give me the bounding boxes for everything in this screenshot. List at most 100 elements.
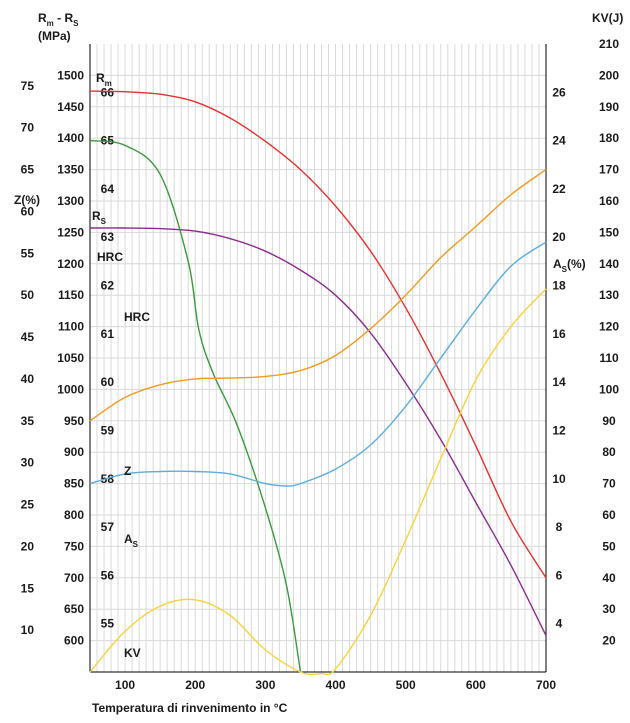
series-line-as — [89, 241, 547, 487]
series-line-kv — [89, 288, 547, 676]
stress-tick-label: 1250 — [57, 225, 84, 239]
hrc-tick-label: 64 — [101, 182, 115, 196]
as-tick-label: 24 — [552, 134, 566, 148]
stress-tick-label: 1000 — [57, 382, 84, 396]
stress-tick-label: 1400 — [57, 131, 84, 145]
kv-tick-label: 160 — [599, 194, 619, 208]
as-tick-label: 20 — [552, 230, 566, 244]
kv-tick-label: 150 — [599, 225, 619, 239]
z-tick-label: 70 — [21, 121, 35, 135]
tick-labels: 100 200 300 400 500 600 7006006507007508008509… — [21, 37, 620, 692]
stress-tick-label: 1050 — [57, 351, 84, 365]
hrc-tick-label: 65 — [101, 134, 115, 148]
axes — [89, 44, 547, 673]
kv-tick-label: 60 — [602, 508, 616, 522]
z-tick-label: 30 — [21, 456, 35, 470]
label-z: Z — [124, 464, 131, 478]
stress-tick-label: 600 — [64, 634, 84, 648]
x-axis-title: Temperatura di rinvenimento in °C — [92, 701, 288, 715]
hrc-tick-label: 66 — [101, 85, 115, 99]
kv-tick-label: 80 — [602, 445, 616, 459]
z-tick-label: 60 — [21, 204, 35, 218]
z-axis-title: Z(%) — [14, 193, 40, 207]
as-tick-label: 8 — [556, 520, 563, 534]
kv-tick-label: 200 — [599, 68, 619, 82]
kv-tick-label: 120 — [599, 320, 619, 334]
stress-tick-label: 1500 — [57, 68, 84, 82]
z-tick-label: 40 — [21, 372, 35, 386]
label-hrc: HRC — [124, 310, 150, 324]
stress-tick-label: 900 — [64, 445, 84, 459]
hrc-tick-label: 63 — [101, 230, 115, 244]
kv-tick-label: 40 — [602, 571, 616, 585]
as-tick-label: 16 — [552, 327, 566, 341]
as-tick-label: 10 — [552, 472, 566, 486]
kv-tick-label: 50 — [602, 539, 616, 553]
hrc-tick-label: 55 — [101, 617, 115, 631]
as-tick-label: 6 — [556, 568, 563, 582]
z-tick-label: 75 — [21, 79, 35, 93]
series-line-rs — [89, 227, 547, 636]
as-tick-label: 12 — [552, 423, 566, 437]
z-tick-label: 15 — [21, 581, 35, 595]
hrc-tick-label: 60 — [101, 375, 115, 389]
z-tick-label: 10 — [21, 623, 35, 637]
z-tick-label: 20 — [21, 539, 35, 553]
label-kv: KV — [124, 646, 141, 660]
as-tick-label: 26 — [552, 85, 566, 99]
kv-tick-label: 20 — [602, 634, 616, 648]
kv-tick-label: 170 — [599, 163, 619, 177]
x-tick-label: 100 — [115, 678, 135, 692]
stress-tick-label: 1350 — [57, 163, 84, 177]
as-tick-label: 22 — [552, 182, 566, 196]
stress-tick-label: 1200 — [57, 257, 84, 271]
series-lines — [89, 90, 547, 676]
stress-tick-label: 700 — [64, 571, 84, 585]
stress-tick-label: 1100 — [58, 320, 84, 334]
z-tick-label: 55 — [21, 246, 35, 260]
curve-labels: Rm RS HRC Z AS KV — [92, 71, 150, 660]
stress-tick-label: 800 — [64, 508, 84, 522]
kv-axis-title: KV(J) — [592, 11, 623, 25]
kv-tick-label: 190 — [599, 100, 619, 114]
label-as: AS — [124, 532, 139, 549]
kv-tick-label: 180 — [599, 131, 619, 145]
stress-tick-label: 650 — [64, 602, 84, 616]
stress-axis-unit: (MPa) — [38, 29, 71, 43]
x-tick-label: 300 — [255, 678, 275, 692]
z-tick-label: 35 — [21, 414, 35, 428]
stress-tick-label: 750 — [64, 539, 84, 553]
x-tick-label: 600 — [466, 678, 486, 692]
x-tick-label: 700 — [536, 678, 556, 692]
series-line-rm — [89, 90, 547, 579]
z-tick-label: 50 — [21, 288, 35, 302]
kv-tick-label: 140 — [599, 257, 619, 271]
hrc-tick-label: 56 — [101, 568, 115, 582]
series-line-z — [89, 169, 547, 422]
stress-tick-label: 850 — [64, 477, 84, 491]
hrc-tick-label: 59 — [101, 423, 115, 437]
hrc-tick-label: 62 — [101, 279, 115, 293]
kv-tick-label: 110 — [599, 351, 619, 365]
hrc-axis-title: HRC — [97, 250, 123, 264]
as-tick-label: 14 — [552, 375, 566, 389]
hrc-tick-label: 57 — [101, 520, 115, 534]
axis-titles: Rm - RS(MPa) Z(%) HRC KV(J) AS(%) Temperatura… — [14, 11, 623, 715]
kv-tick-label: 30 — [602, 602, 616, 616]
z-tick-label: 65 — [21, 163, 35, 177]
kv-tick-label: 90 — [602, 414, 616, 428]
kv-tick-label: 210 — [599, 37, 619, 51]
label-rm: Rm — [96, 71, 112, 88]
stress-tick-label: 1450 — [57, 100, 84, 114]
grid — [89, 44, 547, 672]
series-line-hrc — [89, 139, 302, 673]
kv-tick-label: 100 — [599, 382, 619, 396]
as-tick-label: 18 — [552, 279, 566, 293]
stress-tick-label: 1150 — [58, 288, 84, 302]
kv-tick-label: 70 — [602, 477, 616, 491]
z-tick-label: 45 — [21, 330, 35, 344]
kv-tick-label: 130 — [599, 288, 619, 302]
x-tick-label: 500 — [396, 678, 416, 692]
z-tick-label: 25 — [21, 498, 35, 512]
